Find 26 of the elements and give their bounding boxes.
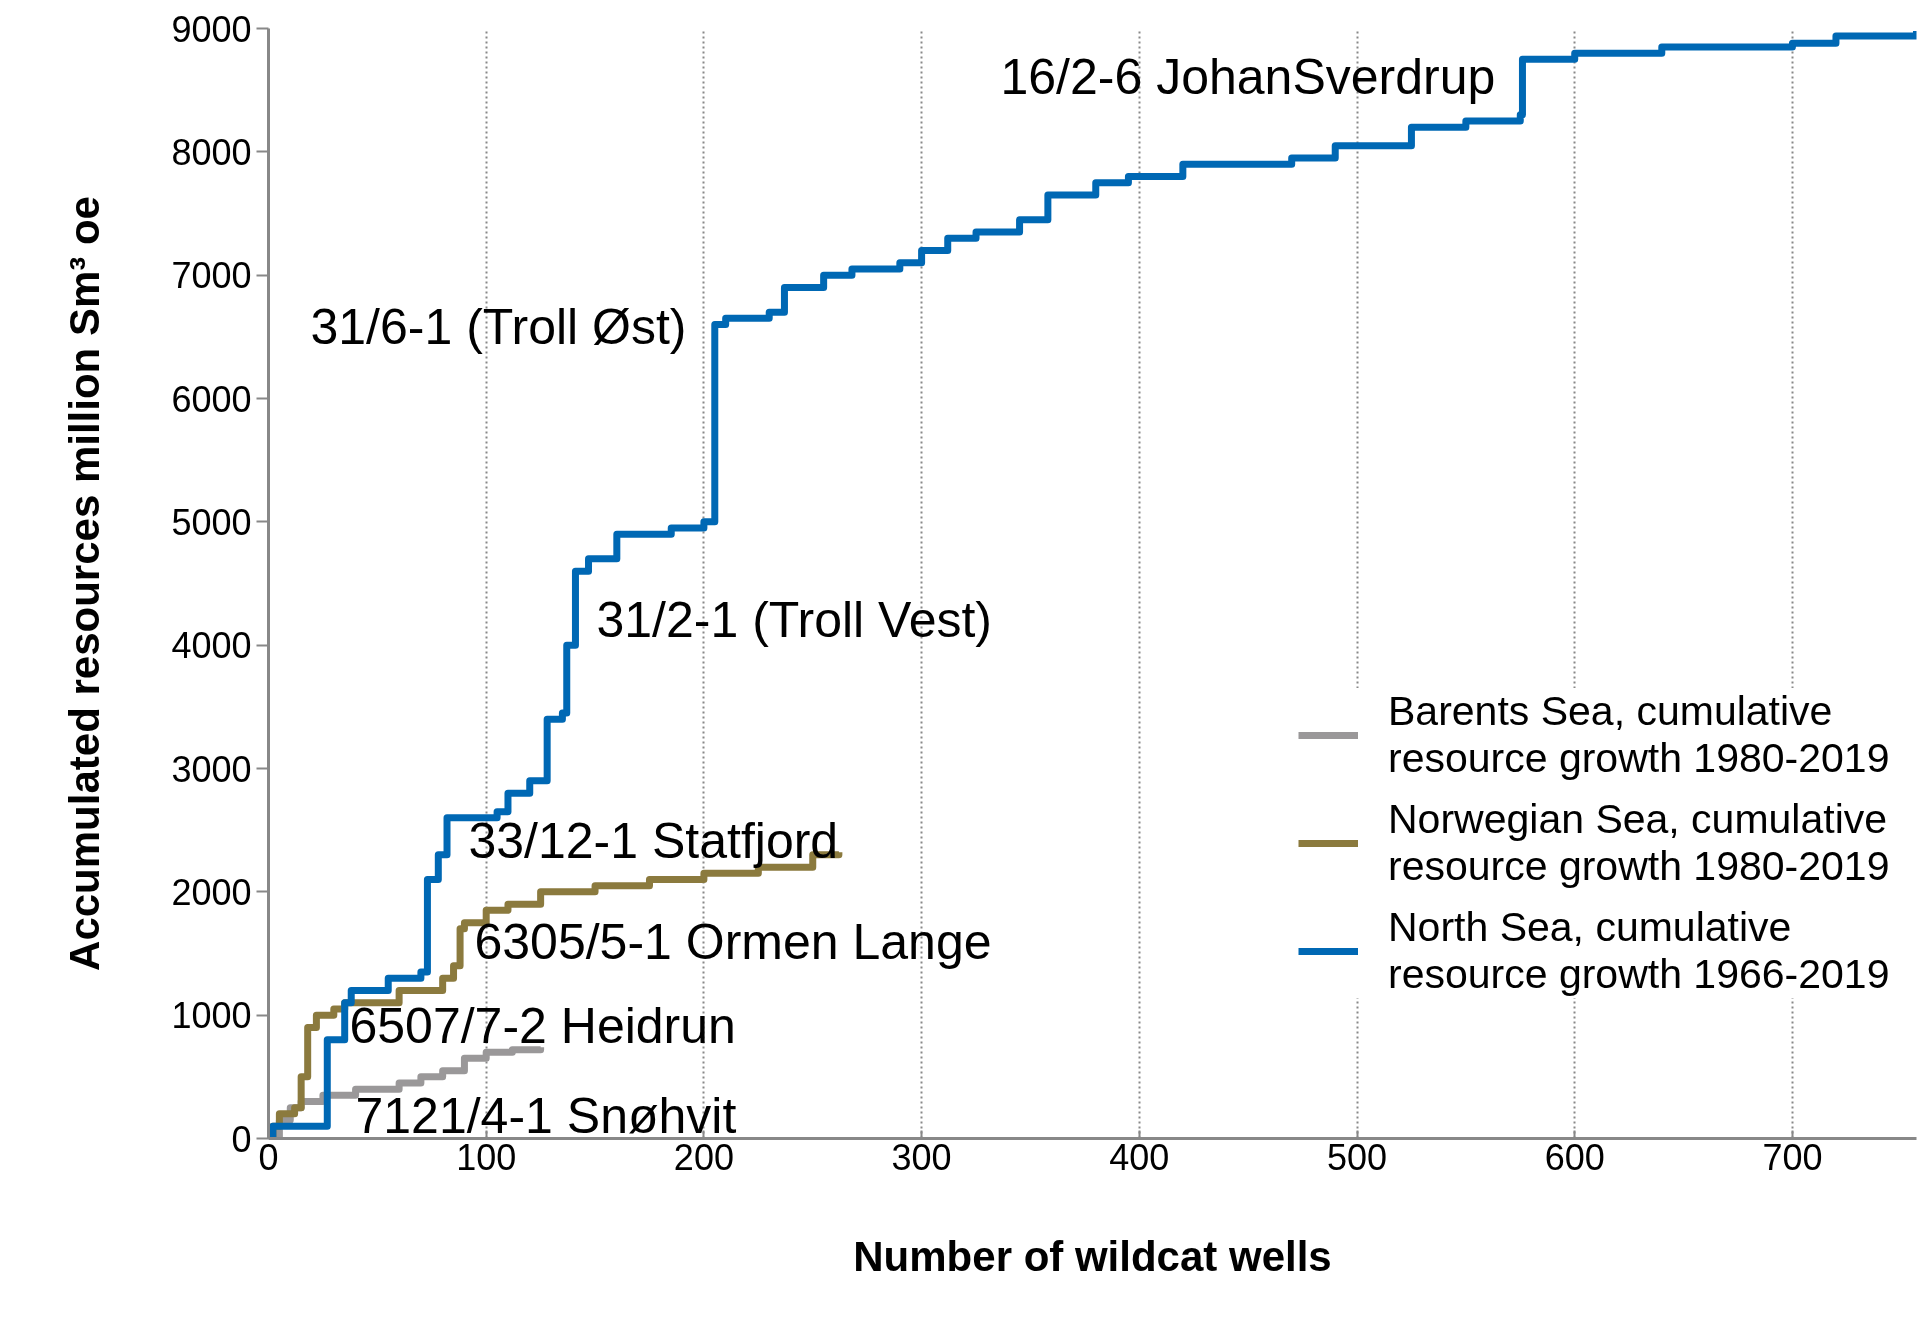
x-tick-label: 700 [1762, 1136, 1823, 1178]
y-tick-label: 6000 [171, 378, 252, 420]
legend-label: Norwegian Sea, cumulative resource growth 1980-2019 [1388, 796, 1890, 890]
y-tick-label: 5000 [171, 501, 252, 543]
x-axis-title: Number of wildcat wells [853, 1232, 1332, 1280]
annotation: 31/2-1 (Troll Vest) [596, 591, 993, 648]
x-tick-label: 600 [1544, 1136, 1605, 1178]
annotation: 6305/5-1 Ormen Lange [474, 913, 992, 970]
x-tick-label: 300 [891, 1136, 952, 1178]
y-tick-label: 4000 [171, 625, 252, 667]
x-tick-label: 0 [258, 1136, 279, 1178]
y-tick-label: 2000 [171, 871, 252, 913]
y-tick-label: 7000 [171, 255, 252, 297]
y-tick-label: 3000 [171, 748, 252, 790]
y-axis-title: Accumulated resources million Sm³ oe [61, 196, 109, 971]
x-tick-label: 400 [1109, 1136, 1170, 1178]
annotation: 6507/7-2 Heidrun [349, 997, 736, 1054]
y-tick-label: 9000 [171, 8, 252, 50]
x-tick-label: 500 [1326, 1136, 1388, 1178]
legend-label: Barents Sea, cumulative resource growth 1980-2019 [1388, 688, 1890, 782]
y-tick-label: 1000 [171, 995, 252, 1037]
y-tick-label: 8000 [171, 131, 252, 173]
annotation: 31/6-1 (Troll Øst) [310, 298, 687, 355]
annotation: 33/12-1 Statfjord [468, 812, 839, 869]
annotation: 16/2-6 JohanSverdrup [1000, 48, 1496, 105]
legend-label: North Sea, cumulative resource growth 1966-2019 [1388, 904, 1890, 998]
